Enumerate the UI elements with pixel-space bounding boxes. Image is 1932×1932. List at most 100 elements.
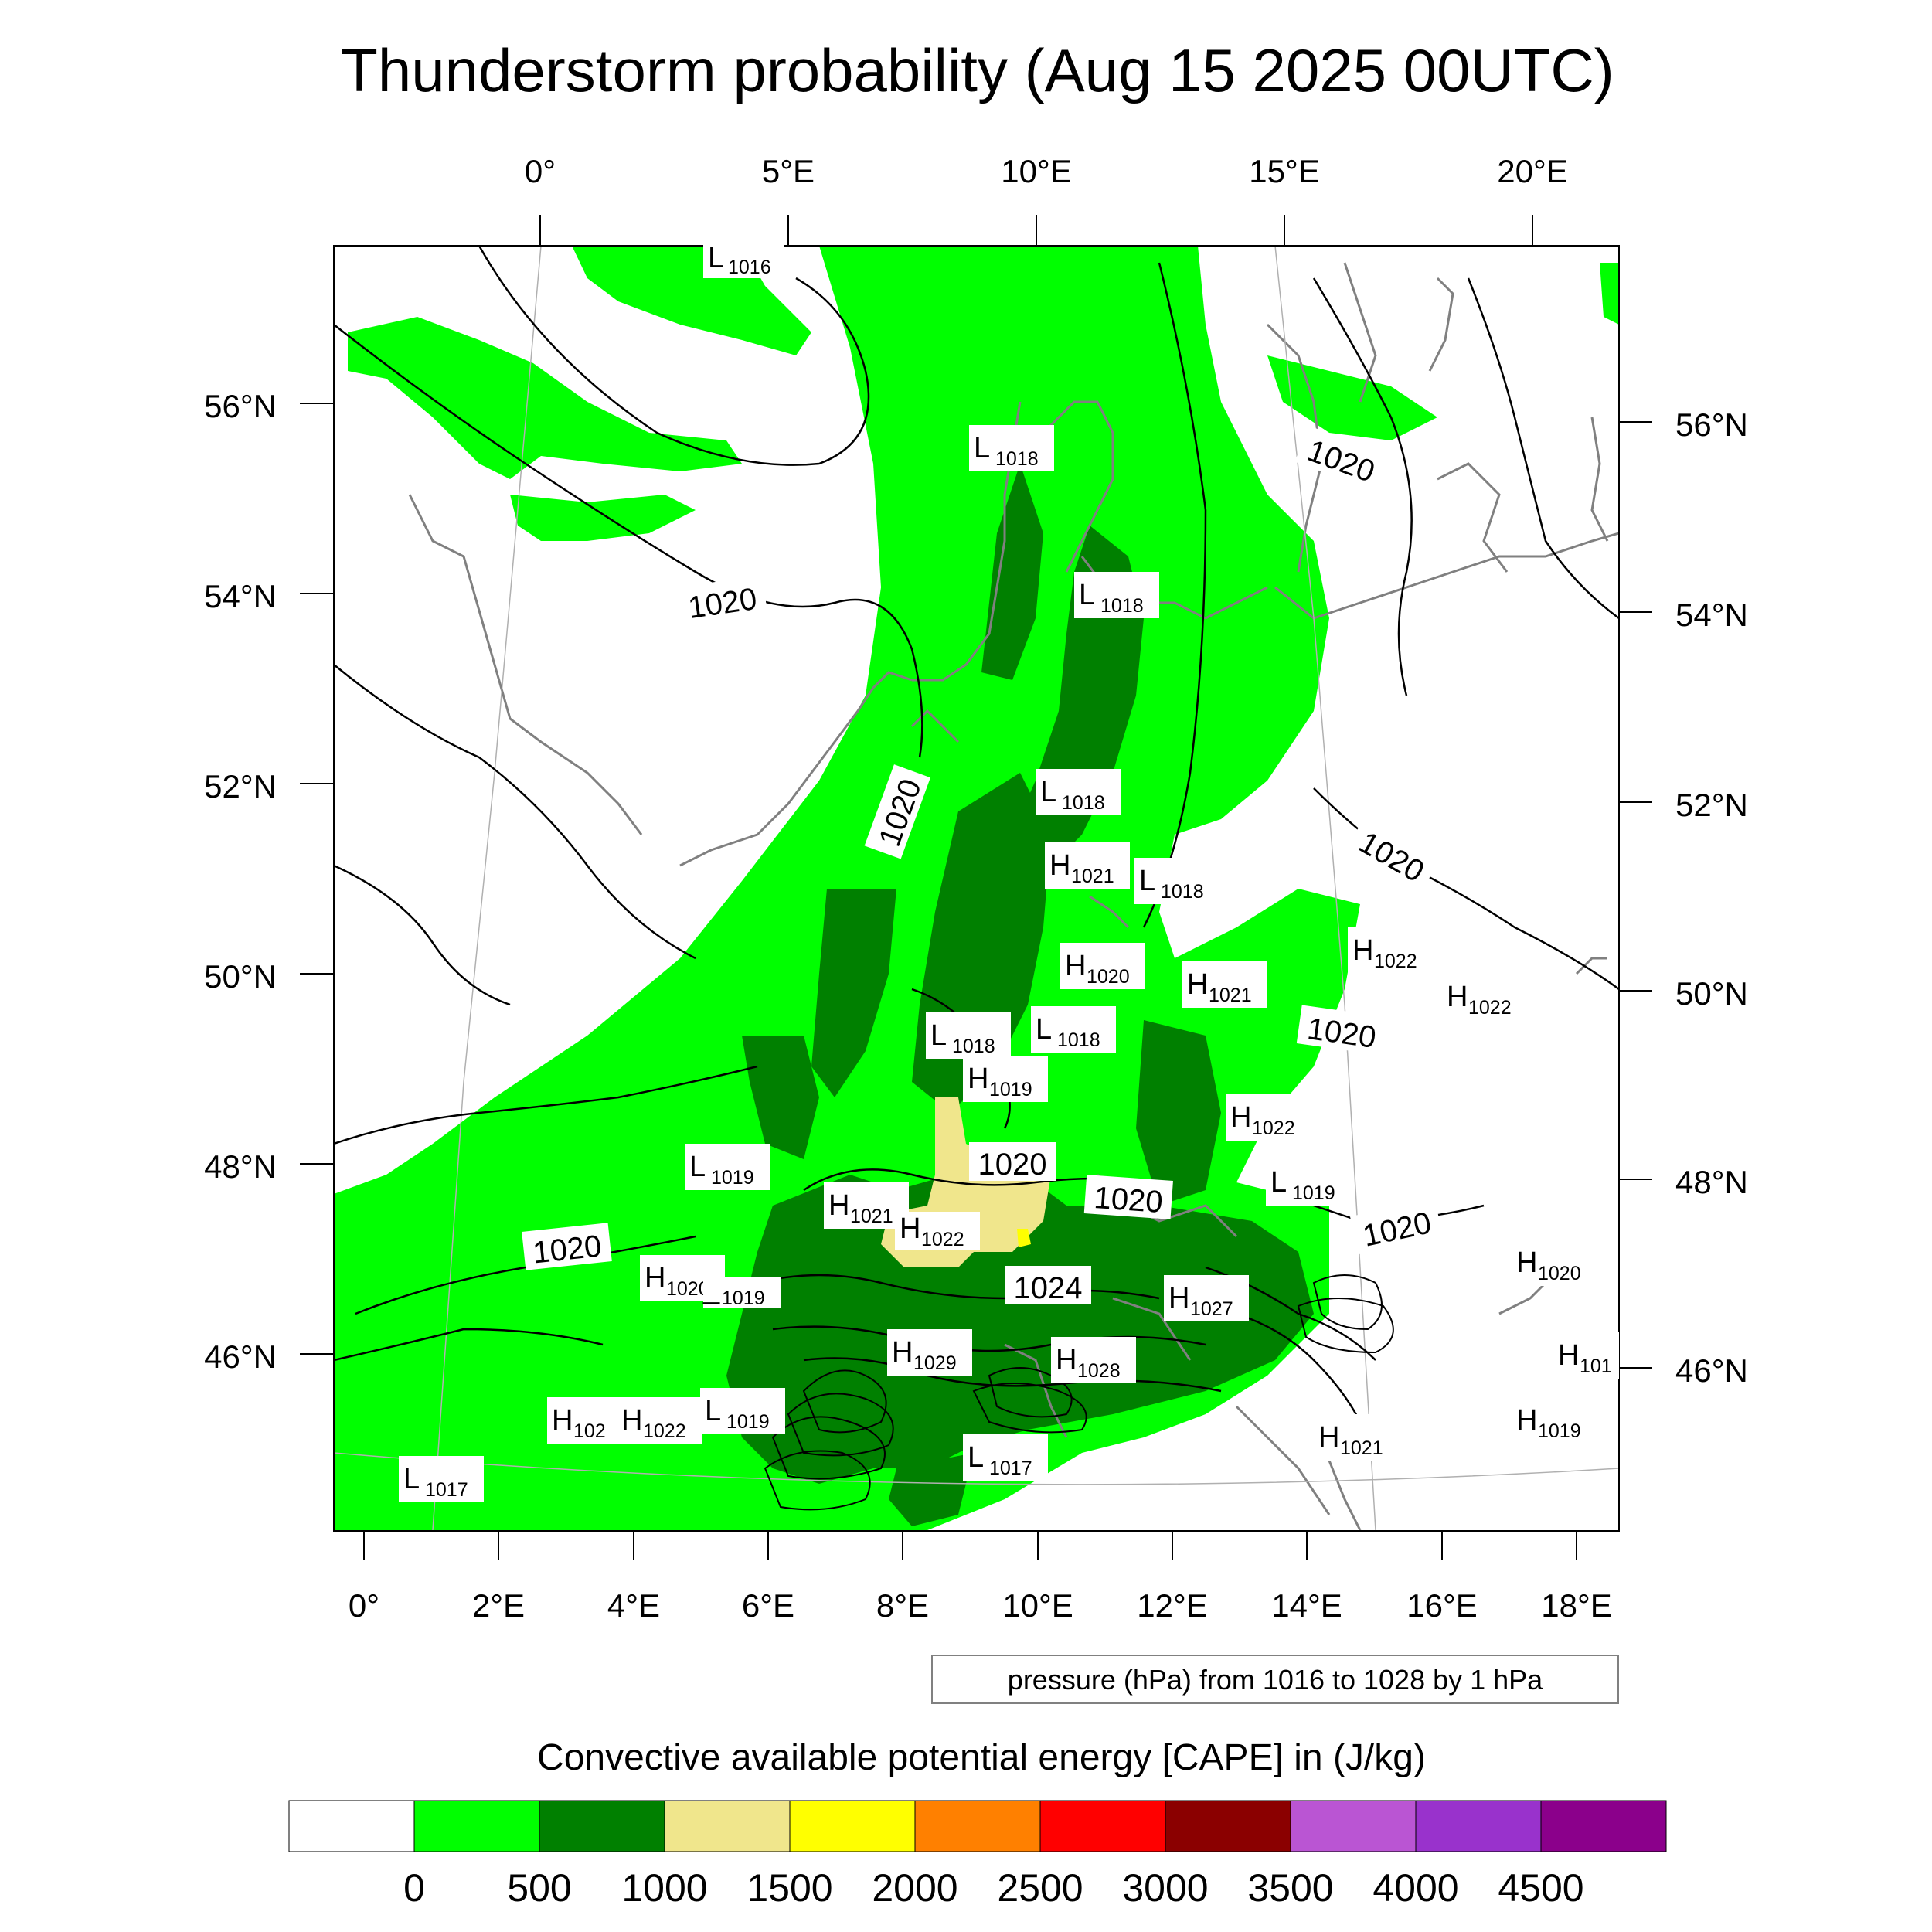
colorbar-label: 2000 xyxy=(872,1866,957,1910)
svg-text:1020: 1020 xyxy=(1538,1263,1581,1284)
isobar-label: 1020 xyxy=(531,1229,603,1270)
lat-left-label: 56°N xyxy=(204,388,277,424)
colorbar-swatch xyxy=(1290,1800,1417,1852)
contour-info-box: pressure (hPa) from 1016 to 1028 by 1 hP… xyxy=(931,1655,1619,1704)
svg-text:H: H xyxy=(1187,968,1208,1001)
pressure-center: H 1022 xyxy=(1226,1094,1311,1141)
svg-text:L: L xyxy=(1036,1013,1052,1046)
colorbar-label: 3500 xyxy=(1247,1866,1333,1910)
pressure-center: L 1018 xyxy=(969,425,1054,471)
svg-text:H: H xyxy=(1352,934,1373,967)
svg-text:1018: 1018 xyxy=(995,448,1039,470)
svg-text:H: H xyxy=(645,1262,665,1294)
colorbar-label: 1000 xyxy=(621,1866,707,1910)
pressure-center: H 102 xyxy=(547,1397,617,1444)
svg-text:H: H xyxy=(892,1336,913,1369)
lon-bottom-label: 14°E xyxy=(1271,1587,1342,1624)
lon-ticks-top xyxy=(539,215,1533,246)
colorbar-label: 2500 xyxy=(997,1866,1083,1910)
colorbar-swatch xyxy=(539,1800,665,1852)
pressure-center: L 1018 xyxy=(1036,769,1121,815)
colorbar-swatch xyxy=(413,1800,540,1852)
pressure-center: H 1021 xyxy=(1314,1414,1399,1461)
svg-text:1022: 1022 xyxy=(1468,997,1512,1019)
svg-text:1027: 1027 xyxy=(1190,1298,1233,1320)
svg-text:L: L xyxy=(930,1019,947,1052)
svg-text:H: H xyxy=(1065,950,1086,982)
svg-text:1021: 1021 xyxy=(1209,985,1252,1006)
pressure-center: L 1018 xyxy=(1074,572,1159,618)
isobar-label: 1020 xyxy=(1093,1181,1164,1219)
lon-bottom-label: 12°E xyxy=(1137,1587,1208,1624)
pressure-center: H 1021 xyxy=(824,1182,909,1229)
lat-labels-right: 56°N 54°N 52°N 50°N 48°N 46°N xyxy=(1675,406,1748,1389)
pressure-center: L 1019 xyxy=(685,1144,770,1190)
svg-text:H: H xyxy=(621,1404,642,1437)
pressure-center: H 1021 xyxy=(1182,961,1267,1008)
svg-text:1016: 1016 xyxy=(728,257,771,278)
svg-text:1019: 1019 xyxy=(722,1287,765,1309)
lon-bottom-label: 8°E xyxy=(876,1587,929,1624)
pressure-center: H 1021 xyxy=(1045,842,1130,889)
svg-text:_: _ xyxy=(702,1273,720,1305)
pressure-center: L 1017 xyxy=(399,1456,484,1502)
svg-text:1029: 1029 xyxy=(913,1352,957,1374)
lon-top-label: 0° xyxy=(525,153,556,189)
pressure-center: H 1020 xyxy=(1512,1240,1597,1286)
pressure-centers: L 1016 L 1018 L 1018 L 1018 H 1021 L 1018 H 102… xyxy=(399,238,1619,1502)
isobar-label: 1020 xyxy=(978,1148,1047,1182)
lat-right-label: 46°N xyxy=(1675,1352,1748,1389)
svg-text:L: L xyxy=(403,1463,420,1495)
svg-text:1017: 1017 xyxy=(425,1479,468,1501)
colorbar-labels: 0 500 1000 1500 2000 2500 3000 3500 4000 4500 xyxy=(403,1866,1584,1910)
svg-text:H: H xyxy=(828,1189,849,1222)
svg-text:H: H xyxy=(900,1213,920,1245)
svg-text:1022: 1022 xyxy=(921,1229,964,1250)
pressure-center: L 1018 xyxy=(1031,1006,1116,1053)
svg-text:1028: 1028 xyxy=(1077,1360,1121,1382)
lat-left-label: 50°N xyxy=(204,958,277,995)
lon-bottom-label: 10°E xyxy=(1002,1587,1073,1624)
svg-text:L: L xyxy=(1079,579,1095,611)
svg-text:L: L xyxy=(689,1151,706,1183)
colorbar-label: 4500 xyxy=(1498,1866,1583,1910)
pressure-center: H 1028 xyxy=(1051,1337,1136,1383)
svg-text:L: L xyxy=(1040,776,1056,808)
svg-text:H: H xyxy=(1516,1247,1537,1279)
lat-right-label: 50°N xyxy=(1675,975,1748,1012)
pressure-center: H 1022 xyxy=(617,1397,702,1444)
lon-labels-top: 0° 5°E 10°E 15°E 20°E xyxy=(525,153,1568,189)
lat-ticks-left xyxy=(300,403,334,1355)
graticule xyxy=(334,246,1619,1531)
pressure-center: H 1029 xyxy=(887,1329,972,1376)
svg-text:H: H xyxy=(1318,1421,1339,1454)
svg-text:1021: 1021 xyxy=(1071,866,1114,887)
svg-text:L: L xyxy=(1139,865,1155,897)
svg-text:H: H xyxy=(1516,1404,1537,1437)
svg-text:1020: 1020 xyxy=(666,1278,709,1300)
lon-bottom-label: 0° xyxy=(349,1587,379,1624)
lon-bottom-label: 18°E xyxy=(1541,1587,1612,1624)
lon-bottom-label: 16°E xyxy=(1406,1587,1478,1624)
svg-text:1018: 1018 xyxy=(1161,881,1204,903)
svg-text:H: H xyxy=(1168,1282,1189,1315)
lat-left-label: 46°N xyxy=(204,1338,277,1375)
colorbar-swatch xyxy=(1039,1800,1166,1852)
lat-left-label: 48°N xyxy=(204,1148,277,1185)
svg-text:L: L xyxy=(1270,1166,1287,1199)
colorbar-swatch xyxy=(1415,1800,1542,1852)
svg-text:H: H xyxy=(1447,981,1468,1013)
svg-text:L: L xyxy=(708,242,724,274)
lon-bottom-label: 6°E xyxy=(742,1587,794,1624)
pressure-center: _ 1019 xyxy=(702,1273,781,1309)
svg-text:1022: 1022 xyxy=(1252,1117,1295,1139)
svg-text:H: H xyxy=(1558,1339,1579,1372)
colorbar-swatch xyxy=(1540,1800,1667,1852)
svg-text:1019: 1019 xyxy=(1538,1420,1581,1442)
svg-text:H: H xyxy=(1230,1101,1251,1134)
lon-labels-bottom: 0° 2°E 4°E 6°E 8°E 10°E 12°E 14°E 16°E 1… xyxy=(349,1587,1612,1624)
pressure-center: H 1020 xyxy=(1060,943,1145,989)
colorbar-swatch xyxy=(914,1800,1041,1852)
svg-text:H: H xyxy=(968,1063,988,1095)
